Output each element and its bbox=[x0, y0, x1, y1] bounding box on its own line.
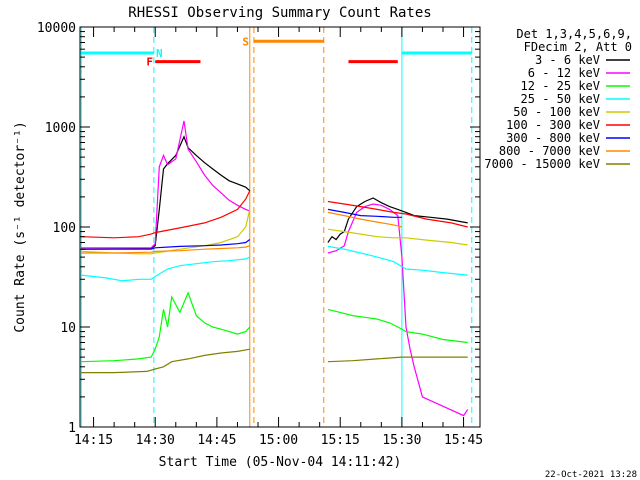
x-tick-label: 14:30 bbox=[136, 433, 175, 448]
x-tick-label: 15:30 bbox=[382, 433, 421, 448]
series-line-5 bbox=[81, 190, 468, 239]
annotation-label-S: S bbox=[242, 35, 249, 48]
legend-label: 3 - 6 keV bbox=[535, 53, 600, 67]
x-tick-label: 14:15 bbox=[74, 433, 113, 448]
annotation-layer: NF S bbox=[80, 27, 473, 427]
y-tick-label: 1000 bbox=[45, 121, 76, 136]
x-tick-label: 15:00 bbox=[259, 433, 298, 448]
y-tick-label: 1 bbox=[68, 421, 76, 436]
series-line-2 bbox=[81, 291, 468, 363]
x-axis-ticks: 14:15 14:30 14:45 15:00 15:15 15:30 15:45 bbox=[74, 27, 483, 448]
x-axis-label: Start Time (05-Nov-04 14:11:42) bbox=[159, 455, 402, 470]
series-line-7 bbox=[81, 211, 403, 254]
series-line-1 bbox=[81, 120, 469, 417]
series-line-6 bbox=[81, 208, 402, 250]
series-line-3 bbox=[81, 245, 468, 282]
y-tick-label: 10 bbox=[60, 321, 76, 336]
x-tick-label: 15:15 bbox=[321, 433, 360, 448]
x-tick-label: 15:45 bbox=[444, 433, 483, 448]
plot-frame bbox=[79, 26, 481, 428]
legend-label: 7000 - 15000 keV bbox=[484, 157, 600, 171]
legend-label: 6 - 12 keV bbox=[528, 66, 600, 80]
y-axis-label: Count Rate (s⁻¹ detector⁻¹) bbox=[13, 121, 28, 332]
axes bbox=[79, 26, 481, 428]
legend-label: 12 - 25 keV bbox=[521, 79, 600, 93]
annotation-label-N: N bbox=[156, 47, 163, 60]
series-line-0 bbox=[81, 135, 468, 250]
legend-label: 25 - 50 keV bbox=[521, 92, 600, 106]
legend-label: 800 - 7000 keV bbox=[499, 144, 600, 158]
legend-label: 100 - 300 keV bbox=[506, 118, 600, 132]
series-line-8 bbox=[81, 348, 468, 374]
y-axis-ticks: 1 10 100 1000 10000 bbox=[37, 21, 480, 436]
y-tick-label: 100 bbox=[53, 221, 76, 236]
legend-header-line-2: FDecim 2, Att 0 bbox=[524, 40, 632, 54]
legend-header-line-1: Det 1,3,4,5,6,9, bbox=[516, 27, 632, 41]
date-stamp: 22-Oct-2021 13:28 bbox=[545, 470, 637, 480]
chart-title: RHESSI Observing Summary Count Rates bbox=[128, 5, 431, 21]
y-tick-label: 10000 bbox=[37, 21, 76, 36]
x-tick-label: 14:45 bbox=[197, 433, 236, 448]
legend: Det 1,3,4,5,6,9, FDecim 2, Att 0 3 - 6 k… bbox=[484, 27, 632, 171]
series-layer bbox=[81, 120, 469, 417]
series-line-4 bbox=[81, 209, 468, 255]
annotation-label-F: F bbox=[146, 56, 153, 69]
legend-label: 300 - 800 keV bbox=[506, 131, 600, 145]
legend-label: 50 - 100 keV bbox=[513, 105, 600, 119]
